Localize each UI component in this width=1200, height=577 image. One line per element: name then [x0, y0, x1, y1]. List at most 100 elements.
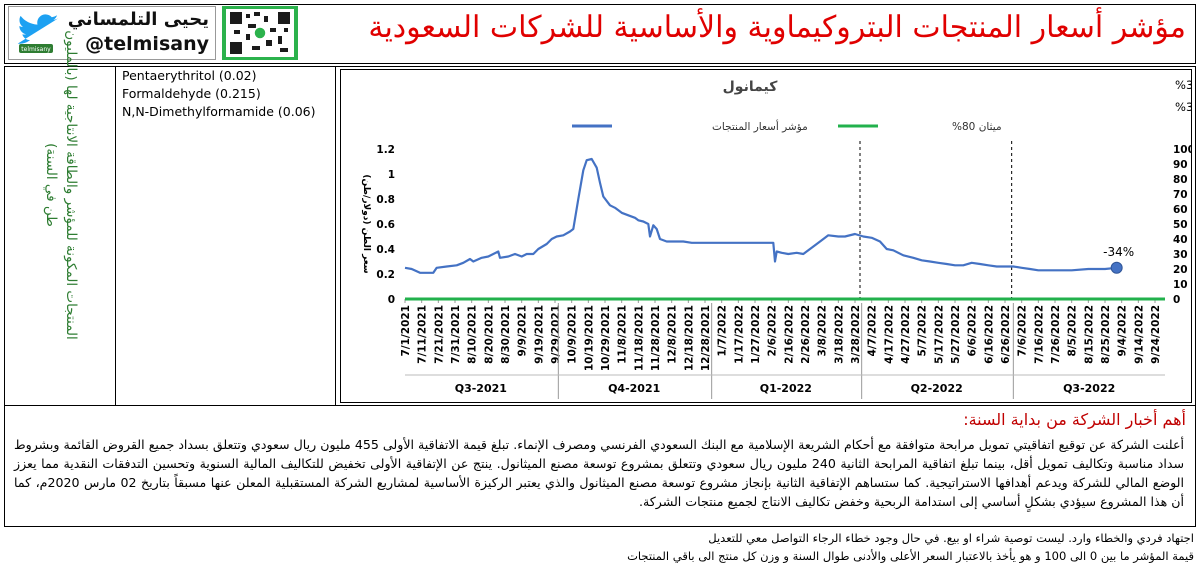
- brand-name: يحيى التلمساني: [67, 9, 209, 30]
- y-tick-right: 100: [1173, 144, 1192, 156]
- x-tick-label: 8/30/2021: [500, 305, 512, 364]
- x-tick-label: 8/15/2022: [1083, 305, 1095, 364]
- x-tick-label: 5/17/2022: [933, 305, 945, 364]
- x-tick-label: 9/4/2022: [1117, 305, 1129, 357]
- quarter-label: Q1-2022: [760, 382, 812, 395]
- x-tick-label: 11/8/2021: [617, 305, 629, 364]
- x-tick-label: 8/20/2021: [483, 305, 495, 364]
- y-tick-left: 1: [388, 169, 395, 181]
- x-tick-label: 7/6/2022: [1017, 305, 1029, 357]
- x-tick-label: 10/29/2021: [600, 305, 612, 371]
- brand-box[interactable]: telmisany يحيى التلمساني @telmisany: [8, 6, 216, 60]
- price-index-chart: كيمانول التغيير عن الربع السابق -34% التغي…: [361, 78, 1192, 399]
- x-tick-label: 8/10/2021: [467, 305, 479, 364]
- y-tick-right: 70: [1173, 189, 1188, 201]
- chart-title: كيمانول: [723, 79, 779, 95]
- products-box: [116, 66, 336, 406]
- y-tick-right: 60: [1173, 204, 1188, 216]
- x-tick-label: 9/9/2021: [517, 305, 529, 357]
- y-tick-left: 1.2: [376, 144, 395, 156]
- y-tick-right: 0: [1173, 294, 1180, 306]
- x-tick-label: 6/16/2022: [983, 305, 995, 364]
- twitter-bird-icon: telmisany: [17, 14, 59, 53]
- x-tick-label: 4/7/2022: [867, 305, 879, 357]
- side-label-box: [4, 66, 116, 406]
- product-item: Pentaerythritol (0.02): [122, 68, 257, 83]
- x-tick-label: 7/1/2021: [400, 305, 412, 357]
- x-tick-label: 4/27/2022: [900, 305, 912, 364]
- main-panel: [4, 66, 1196, 406]
- x-tick-label: 9/14/2022: [1133, 305, 1145, 364]
- y-tick-right: 40: [1173, 234, 1188, 246]
- x-tick-label: 6/26/2022: [1000, 305, 1012, 364]
- page-title: مؤشر أسعار المنتجات البتروكيماوية والأسا…: [368, 10, 1186, 45]
- x-tick-label: 8/5/2022: [1067, 305, 1079, 357]
- news-body: أعلنت الشركة عن توقيع اتفاقيتي تمويل مرا…: [14, 437, 1185, 509]
- quarter-label: Q3-2021: [455, 382, 507, 395]
- x-tick-label: 1/17/2022: [733, 305, 745, 364]
- series-line-index: [404, 157, 1117, 274]
- x-tick-label: 9/29/2021: [550, 305, 562, 364]
- side-label: المنتجات المكونة للمؤشر والطاقة الانتاجي…: [43, 30, 79, 340]
- product-item: Formaldehyde (0.215): [122, 86, 261, 101]
- x-tick-label: 2/26/2022: [800, 305, 812, 364]
- x-tick-label: 7/16/2022: [1033, 305, 1045, 364]
- product-item: N,N-Dimethylformamide (0.06): [122, 104, 316, 119]
- x-tick-label: 4/17/2022: [883, 305, 895, 364]
- qr-code-icon: [222, 6, 298, 60]
- y-tick-left: 0.2: [376, 269, 395, 281]
- header-bar: [4, 4, 1196, 64]
- y-tick-right: 90: [1173, 159, 1188, 171]
- x-tick-label: 1/27/2022: [750, 305, 762, 364]
- x-tick-label: 12/18/2021: [683, 305, 695, 371]
- x-tick-label: 12/8/2021: [667, 305, 679, 364]
- x-tick-label: 3/8/2022: [817, 305, 829, 357]
- x-tick-label: 3/28/2022: [850, 305, 862, 364]
- annotation-label: -34%: [1103, 245, 1134, 259]
- y-tick-right: 50: [1173, 219, 1188, 231]
- y-tick-left: 0.8: [376, 194, 395, 206]
- x-tick-label: 10/9/2021: [567, 305, 579, 364]
- x-tick-label: 6/6/2022: [967, 305, 979, 357]
- y-tick-left: 0.6: [376, 219, 395, 231]
- quarter-label: Q2-2022: [911, 382, 963, 395]
- x-tick-label: 2/16/2022: [783, 305, 795, 364]
- x-tick-label: 7/31/2021: [450, 305, 462, 364]
- y-tick-right: 80: [1173, 174, 1188, 186]
- chart-frame: [340, 69, 1192, 403]
- chart-stat-text: التغيير عن الربع السابق -34%: [1175, 78, 1192, 93]
- x-tick-label: 2/6/2022: [767, 305, 779, 357]
- disclaimer-text: اجتهاد فردي والخطاء وارد. ليست توصية شرا…: [708, 531, 1194, 545]
- news-panel: [4, 406, 1196, 527]
- x-tick-label: 11/28/2021: [650, 305, 662, 371]
- y-tick-right: 10: [1173, 279, 1188, 291]
- x-tick-label: 7/11/2021: [417, 305, 429, 364]
- y-tick-left: 0: [388, 294, 395, 306]
- y-tick-right: 20: [1173, 264, 1188, 276]
- x-tick-label: 10/19/2021: [583, 305, 595, 371]
- x-tick-label: 5/7/2022: [917, 305, 929, 357]
- x-tick-label: 11/18/2021: [633, 305, 645, 371]
- brand-handle[interactable]: @telmisany: [85, 33, 209, 55]
- legend-label-methane: ميثان 80%: [952, 121, 1002, 133]
- index-note-text: قيمة المؤشر ما بين 0 الى 100 و هو يأخذ ب…: [627, 549, 1194, 563]
- x-tick-label: 1/7/2022: [717, 305, 729, 357]
- x-tick-label: 12/28/2021: [700, 305, 712, 371]
- news-title: أهم أخبار الشركة من بداية السنة:: [963, 410, 1186, 429]
- x-tick-label: 5/27/2022: [950, 305, 962, 364]
- y-tick-left: 0.4: [376, 244, 395, 256]
- x-tick-label: 8/25/2022: [1100, 305, 1112, 364]
- x-tick-label: 7/21/2021: [433, 305, 445, 364]
- x-tick-label: 9/24/2022: [1150, 305, 1162, 364]
- quarter-label: Q3-2022: [1063, 382, 1115, 395]
- brand-badge: telmisany: [21, 46, 51, 53]
- y-tick-right: 30: [1173, 249, 1188, 261]
- x-tick-label: 3/18/2022: [833, 305, 845, 364]
- x-tick-label: 7/26/2022: [1050, 305, 1062, 364]
- chart-stat-text: التغيير عن الربع المماثل -33%: [1175, 100, 1192, 115]
- y-axis-label: سعر الطن (دولار/طن): [361, 174, 371, 273]
- annotation-point: [1110, 261, 1123, 274]
- quarter-label: Q4-2021: [608, 382, 660, 395]
- legend-label-index: مؤشر أسعار المنتجات: [712, 119, 808, 133]
- x-tick-label: 9/19/2021: [533, 305, 545, 364]
